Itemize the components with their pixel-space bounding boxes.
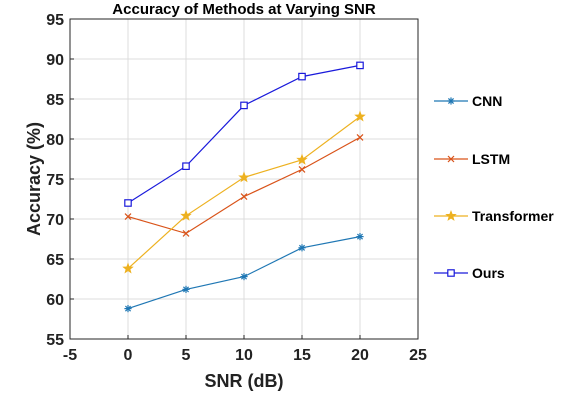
x-tick-label: 15: [293, 347, 311, 364]
data-point-cnn: [240, 273, 248, 281]
y-axis-label: Accuracy (%): [24, 122, 44, 236]
data-point-cnn: [356, 233, 364, 241]
legend-marker: [445, 209, 457, 221]
axis-ticks: -5 0 5 10 15 20 25 55 60 65 70 75 80 85 90 95: [46, 12, 427, 364]
y-tick-label: 55: [46, 332, 64, 349]
x-tick-label: 0: [124, 347, 133, 364]
series-ours: [124, 61, 364, 207]
x-tick-label: 25: [409, 347, 427, 364]
data-point-ours: [356, 61, 364, 70]
data-point-cnn: [182, 285, 190, 293]
legend-label: Ours: [472, 265, 505, 281]
legend-marker: [447, 155, 455, 163]
data-point-transformer: [296, 153, 308, 165]
legend-item-transformer: Transformer: [434, 208, 554, 224]
data-point-transformer: [180, 209, 192, 221]
data-point-cnn: [298, 244, 306, 252]
y-tick-label: 85: [46, 92, 64, 109]
legend-item-cnn: CNN: [434, 93, 502, 109]
series-lstm: [124, 133, 364, 237]
data-point-ours: [182, 162, 190, 171]
series-group: [122, 61, 366, 313]
y-tick-label: 95: [46, 12, 64, 29]
legend: CNN LSTM Transformer Ours: [434, 93, 554, 281]
data-point-transformer: [122, 262, 134, 274]
series-cnn: [124, 233, 364, 313]
data-point-lstm: [356, 133, 364, 141]
data-point-ours: [240, 101, 248, 110]
grid: [69, 18, 419, 340]
x-tick-label: -5: [63, 347, 77, 364]
legend-label: Transformer: [472, 208, 554, 224]
legend-marker: [447, 97, 455, 105]
chart-title: Accuracy of Methods at Varying SNR: [112, 1, 376, 18]
y-tick-label: 80: [46, 132, 64, 149]
y-tick-label: 70: [46, 212, 64, 229]
legend-marker: [447, 269, 455, 277]
data-point-lstm: [124, 213, 132, 221]
series-transformer: [122, 110, 366, 274]
y-tick-label: 75: [46, 172, 64, 189]
data-point-lstm: [182, 229, 190, 237]
data-point-transformer: [354, 110, 366, 122]
legend-item-ours: Ours: [434, 265, 505, 281]
legend-label: LSTM: [472, 151, 510, 167]
legend-label: CNN: [472, 93, 502, 109]
data-point-cnn: [124, 305, 132, 313]
data-point-lstm: [298, 165, 306, 173]
data-point-transformer: [238, 171, 250, 183]
x-tick-label: 5: [182, 347, 191, 364]
data-point-ours: [298, 72, 306, 81]
x-tick-label: 20: [351, 347, 369, 364]
data-point-lstm: [240, 193, 248, 201]
data-point-ours: [124, 199, 132, 207]
x-tick-label: 10: [235, 347, 253, 364]
y-tick-label: 90: [46, 52, 64, 69]
y-tick-label: 60: [46, 292, 64, 309]
legend-item-lstm: LSTM: [434, 151, 510, 167]
y-tick-label: 65: [46, 252, 64, 269]
x-axis-label: SNR (dB): [205, 371, 284, 391]
